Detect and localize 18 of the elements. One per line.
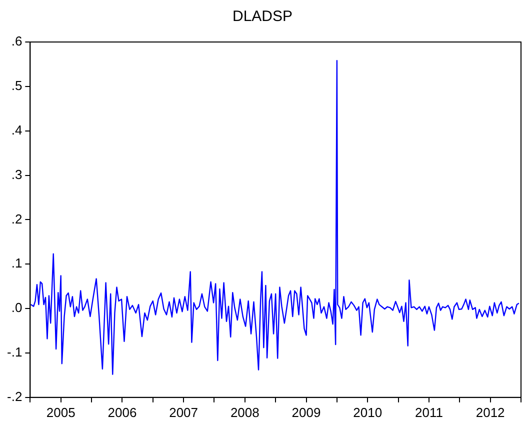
x-tick-label: 2005 [46,404,76,420]
x-tick-label: 2008 [230,404,260,420]
y-tick-label: .3 [11,166,22,182]
x-tick-label: 2006 [108,404,137,420]
x-tick-label: 2011 [414,404,443,420]
y-tick-label: -.2 [7,388,22,404]
y-tick-label: .6 [11,34,22,49]
y-tick-label: -.1 [7,344,22,360]
chart-title: DLADSP [232,8,293,26]
y-tick-label: .2 [11,211,22,226]
y-tick-label: .4 [11,122,22,138]
x-tick-label: 2012 [476,404,505,420]
y-tick-label: .1 [11,256,22,271]
y-tick-label: .0 [11,300,22,316]
x-tick-label: 2009 [292,404,321,420]
x-tick-label: 2007 [169,404,198,420]
y-tick-label: .5 [11,78,22,94]
x-tick-label: 2010 [353,404,382,420]
